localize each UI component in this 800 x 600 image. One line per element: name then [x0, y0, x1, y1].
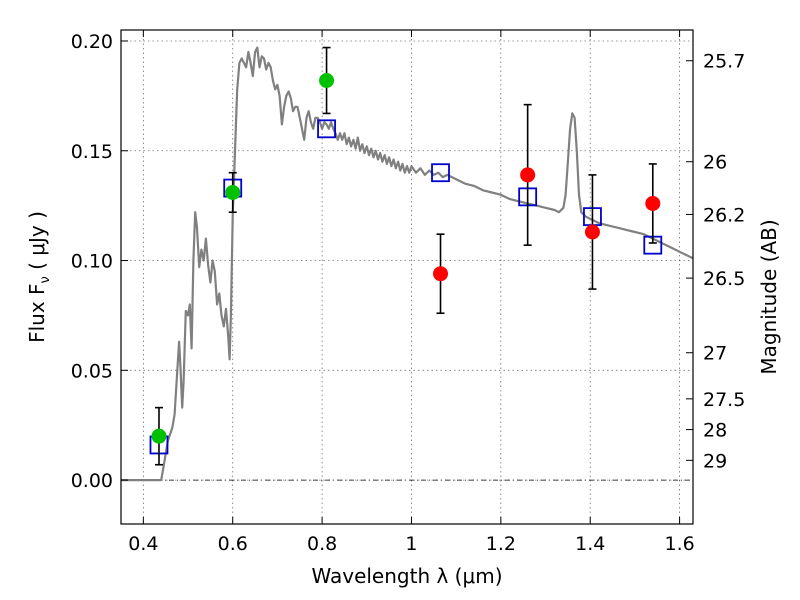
- x-tick-label: 1.4: [575, 533, 605, 555]
- plot-frame: [120, 29, 694, 525]
- green-point-marker: [225, 184, 241, 200]
- model-box-marker: [317, 119, 336, 139]
- ticks: 0.4 0.6 0.8 1 1.2 1.4 1.6 0.00 0.05 0.10 0.15 0.20 2…: [71, 30, 745, 555]
- y-tick-label: 0.20: [71, 31, 113, 53]
- y-axis-label-unit: ( μJy ): [25, 211, 49, 270]
- red-point-marker: [433, 266, 449, 282]
- green-point-marker: [151, 428, 167, 444]
- right-tick-label: 29: [703, 450, 727, 472]
- x-tick-label: 1.2: [486, 533, 516, 555]
- model-spectrum: [121, 46, 693, 482]
- x-tick-label: 1.6: [664, 533, 694, 555]
- x-tick-label: 0.4: [128, 533, 158, 555]
- right-tick-label: 28: [703, 420, 727, 442]
- right-tick-label: 25.7: [703, 51, 745, 73]
- x-tick-label: 0.6: [218, 533, 248, 555]
- right-tick-label: 26.2: [703, 204, 745, 226]
- x-axis-label: Wavelength λ (μm): [311, 564, 502, 588]
- x-tick-label: 0.8: [307, 533, 337, 555]
- right-tick-label: 27: [703, 343, 727, 365]
- red-point-marker: [520, 167, 536, 183]
- observed-photometry: [151, 46, 661, 466]
- grid: [121, 30, 693, 524]
- right-tick-label: 27.5: [703, 389, 745, 411]
- red-point-marker: [584, 224, 600, 240]
- y-tick-label: 0.00: [71, 470, 113, 492]
- green-point-marker: [319, 72, 335, 88]
- x-tick-label: 1: [405, 533, 417, 555]
- model-spectrum-line: [121, 46, 693, 482]
- y-tick-label: 0.05: [71, 360, 113, 382]
- y-axis-label-sub: ν: [38, 276, 53, 283]
- red-point-marker: [645, 195, 661, 211]
- y-axis-label: Flux Fν ( μJy ): [25, 211, 53, 343]
- right-tick-label: 26: [703, 152, 727, 174]
- y-axis-label-main: Flux F: [25, 283, 49, 342]
- model-box-marker: [431, 163, 450, 183]
- y-tick-label: 0.15: [71, 141, 113, 163]
- right-axis-label: Magnitude (AB): [757, 219, 781, 374]
- y-tick-label: 0.10: [71, 251, 113, 273]
- right-tick-label: 26.5: [703, 268, 745, 290]
